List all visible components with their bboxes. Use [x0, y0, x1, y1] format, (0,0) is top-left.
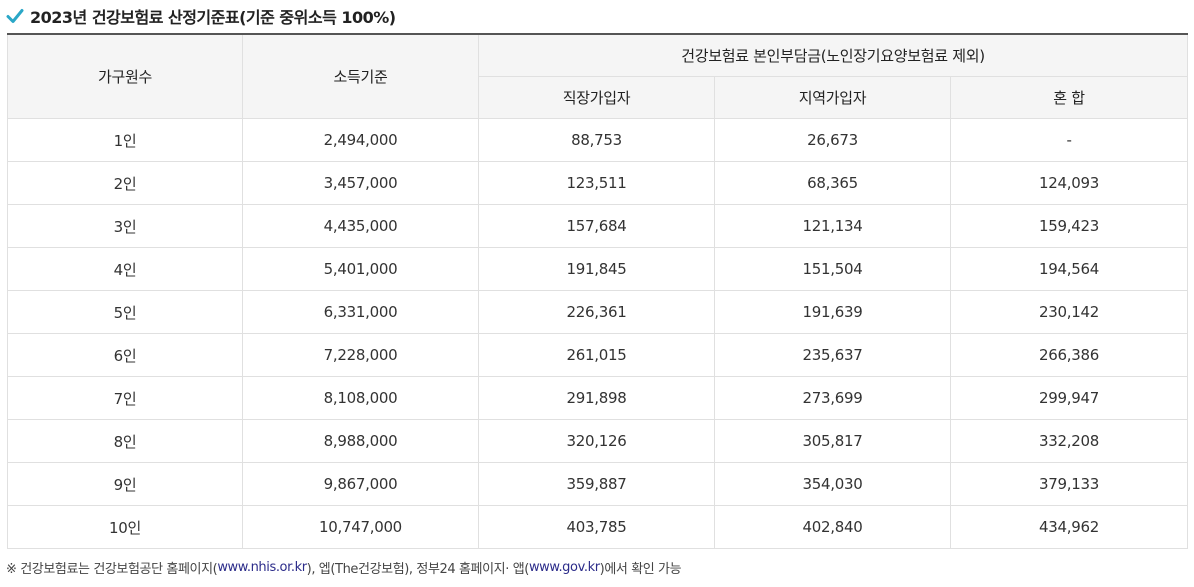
- cell-income: 3,457,000: [242, 161, 479, 205]
- table-row: 7인 8,108,000 291,898 273,699 299,947: [7, 376, 1188, 420]
- cell-households: 10인: [7, 505, 243, 549]
- cell-employee: 226,361: [478, 290, 715, 334]
- cell-regional: 151,504: [714, 247, 951, 291]
- cell-income: 8,988,000: [242, 419, 479, 463]
- cell-regional: 121,134: [714, 204, 951, 248]
- cell-employee: 261,015: [478, 333, 715, 377]
- cell-mixed: 230,142: [950, 290, 1188, 334]
- cell-regional: 402,840: [714, 505, 951, 549]
- footnote: ※ 건강보험료는 건강보험공단 홈페이지(www.nhis.or.kr), 엡(…: [6, 555, 682, 579]
- gov-link[interactable]: www.gov.kr: [528, 559, 600, 575]
- table-row: 1인 2,494,000 88,753 26,673 -: [7, 118, 1188, 162]
- cell-employee: 191,845: [478, 247, 715, 291]
- cell-employee: 403,785: [478, 505, 715, 549]
- cell-employee: 320,126: [478, 419, 715, 463]
- cell-income: 6,331,000: [242, 290, 479, 334]
- header-premium-group: 건강보험료 본인부담금(노인장기요양보험료 제외): [478, 33, 1188, 77]
- table-row: 4인 5,401,000 191,845 151,504 194,564: [7, 247, 1188, 291]
- footnote-suffix: )에서 확인 가능: [599, 561, 682, 577]
- cell-income: 2,494,000: [242, 118, 479, 162]
- cell-mixed: 332,208: [950, 419, 1188, 463]
- footnote-prefix: ※ 건강보험료는 건강보험공단 홈페이지(: [6, 561, 218, 577]
- cell-mixed: 266,386: [950, 333, 1188, 377]
- cell-employee: 88,753: [478, 118, 715, 162]
- header-employee: 직장가입자: [478, 76, 715, 119]
- cell-mixed: 159,423: [950, 204, 1188, 248]
- cell-income: 4,435,000: [242, 204, 479, 248]
- cell-mixed: 299,947: [950, 376, 1188, 420]
- cell-regional: 235,637: [714, 333, 951, 377]
- table-row: 8인 8,988,000 320,126 305,817 332,208: [7, 419, 1188, 463]
- cell-income: 8,108,000: [242, 376, 479, 420]
- page-title: 2023년 건강보험료 산정기준표(기준 중위소득 100%): [6, 3, 396, 29]
- table-row: 2인 3,457,000 123,511 68,365 124,093: [7, 161, 1188, 205]
- header-regional: 지역가입자: [714, 76, 951, 119]
- cell-mixed: -: [950, 118, 1188, 162]
- cell-households: 7인: [7, 376, 243, 420]
- header-households: 가구원수: [7, 33, 243, 119]
- cell-employee: 157,684: [478, 204, 715, 248]
- footnote-middle: ), 엡(The건강보험), 정부24 홈페이지· 앱(: [306, 561, 530, 577]
- cell-regional: 68,365: [714, 161, 951, 205]
- cell-households: 1인: [7, 118, 243, 162]
- cell-households: 6인: [7, 333, 243, 377]
- cell-households: 4인: [7, 247, 243, 291]
- cell-income: 5,401,000: [242, 247, 479, 291]
- cell-mixed: 379,133: [950, 462, 1188, 506]
- cell-households: 8인: [7, 419, 243, 463]
- cell-mixed: 194,564: [950, 247, 1188, 291]
- cell-regional: 26,673: [714, 118, 951, 162]
- header-income: 소득기준: [242, 33, 479, 119]
- page-title-text: 2023년 건강보험료 산정기준표(기준 중위소득 100%): [30, 8, 396, 27]
- cell-income: 7,228,000: [242, 333, 479, 377]
- cell-employee: 123,511: [478, 161, 715, 205]
- cell-regional: 273,699: [714, 376, 951, 420]
- cell-households: 5인: [7, 290, 243, 334]
- cell-regional: 305,817: [714, 419, 951, 463]
- cell-employee: 291,898: [478, 376, 715, 420]
- table-row: 6인 7,228,000 261,015 235,637 266,386: [7, 333, 1188, 377]
- cell-mixed: 124,093: [950, 161, 1188, 205]
- table-row: 3인 4,435,000 157,684 121,134 159,423: [7, 204, 1188, 248]
- cell-regional: 354,030: [714, 462, 951, 506]
- cell-income: 10,747,000: [242, 505, 479, 549]
- cell-regional: 191,639: [714, 290, 951, 334]
- cell-mixed: 434,962: [950, 505, 1188, 549]
- check-icon: [6, 7, 24, 25]
- cell-households: 3인: [7, 204, 243, 248]
- table-row: 10인 10,747,000 403,785 402,840 434,962: [7, 505, 1188, 549]
- table-row: 9인 9,867,000 359,887 354,030 379,133: [7, 462, 1188, 506]
- cell-households: 9인: [7, 462, 243, 506]
- premium-table: 가구원수 소득기준 건강보험료 본인부담금(노인장기요양보험료 제외) 직장가입…: [7, 33, 1188, 549]
- nhis-link[interactable]: www.nhis.or.kr: [217, 559, 307, 575]
- table-row: 5인 6,331,000 226,361 191,639 230,142: [7, 290, 1188, 334]
- header-mixed: 혼 합: [950, 76, 1188, 119]
- cell-employee: 359,887: [478, 462, 715, 506]
- cell-income: 9,867,000: [242, 462, 479, 506]
- cell-households: 2인: [7, 161, 243, 205]
